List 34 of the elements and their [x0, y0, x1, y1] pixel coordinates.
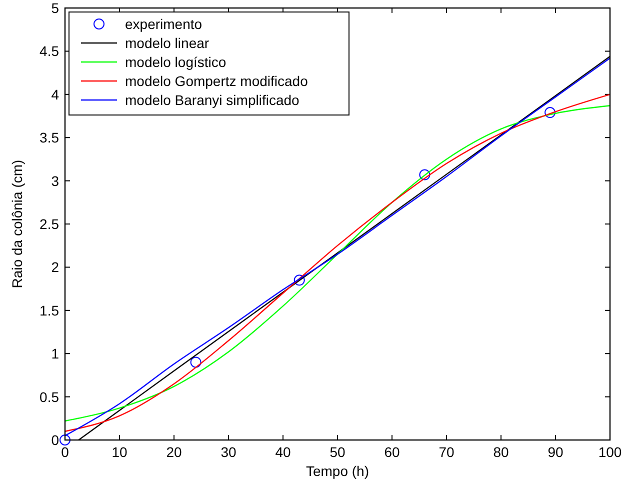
- legend-label: experimento: [125, 16, 202, 32]
- point: [294, 274, 305, 286]
- x-tick-label: 100: [598, 444, 622, 460]
- y-tick-label: 4: [51, 86, 60, 102]
- y-axis-title: Raio da colônia (cm): [9, 160, 25, 288]
- point: [190, 356, 202, 368]
- x-tick-label: 30: [220, 444, 236, 460]
- x-axis-title: Tempo (h): [306, 463, 370, 479]
- point: [544, 107, 556, 118]
- y-tick-label: 2: [51, 259, 60, 276]
- x-tick-label: 40: [275, 444, 291, 460]
- point: [60, 434, 70, 446]
- y-tick-label: 1.5: [40, 302, 60, 318]
- legend-label: modelo linear: [125, 35, 210, 51]
- x-tick-label: 60: [384, 444, 400, 460]
- y-tick-label: 0: [51, 432, 60, 448]
- x-tick-label: 10: [112, 444, 128, 460]
- y-tick-label: 4.5: [40, 43, 60, 60]
- legend-label: modelo Gompertz modificado: [125, 73, 308, 89]
- y-tick-label: 3: [51, 172, 60, 189]
- x-tick-label: 80: [493, 444, 509, 460]
- legend-label: modelo logístico: [125, 54, 226, 70]
- y-tick-label: 5: [51, 0, 60, 16]
- x-tick-label: 0: [61, 444, 70, 460]
- x-tick-label: 70: [438, 444, 454, 460]
- point: [419, 169, 430, 180]
- y-tick-label: 1: [51, 346, 60, 362]
- y-tick-label: 2.5: [40, 216, 60, 232]
- x-tick-label: 90: [548, 444, 564, 460]
- legend-label: modelo Baranyi simplificado: [125, 92, 300, 108]
- x-tick-label: 50: [330, 444, 346, 460]
- x-tick-label: 20: [166, 444, 182, 460]
- y-tick-label: 0.5: [40, 388, 60, 405]
- y-tick-label: 3.5: [40, 130, 60, 146]
